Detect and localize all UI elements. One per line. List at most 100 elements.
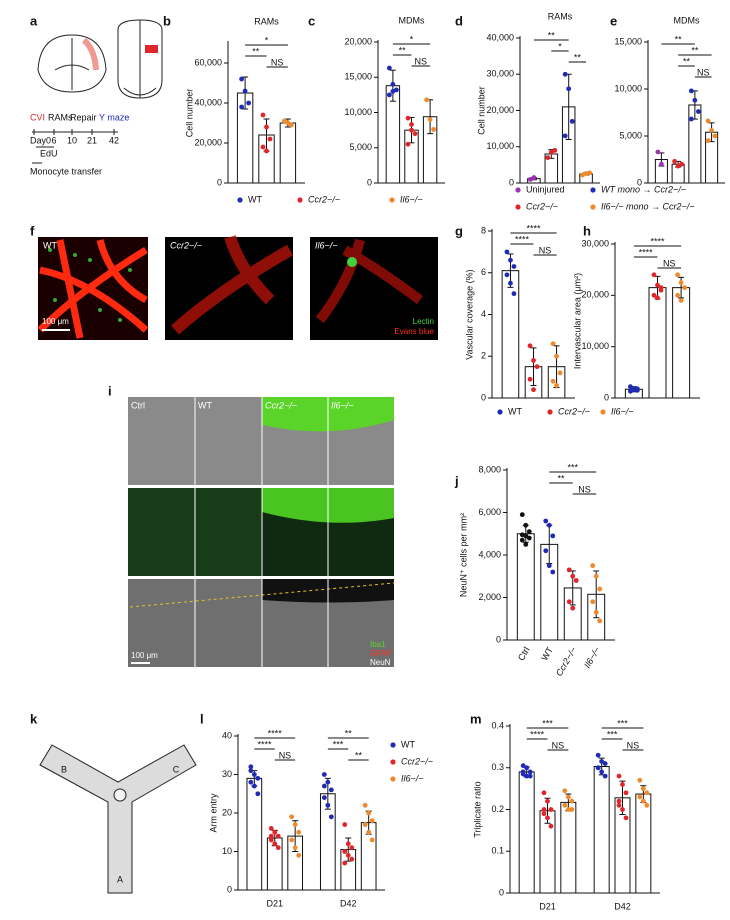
legend-label: Ccr2−/− bbox=[558, 406, 590, 416]
significance-label: NS bbox=[271, 57, 284, 67]
data-point bbox=[554, 383, 559, 388]
day-label: 21 bbox=[87, 135, 97, 145]
data-point bbox=[321, 772, 327, 777]
legend-label: WT bbox=[401, 739, 415, 749]
data-point bbox=[640, 798, 646, 804]
data-point bbox=[682, 285, 688, 291]
legend-label: Ccr2−/− bbox=[308, 194, 340, 204]
significance-label: *** bbox=[567, 462, 578, 472]
tissue-images bbox=[128, 397, 395, 667]
y-tick-label: 4 bbox=[481, 309, 486, 319]
data-point bbox=[566, 86, 572, 92]
significance-label: ** bbox=[691, 45, 699, 55]
significance-label: ** bbox=[683, 56, 691, 66]
data-point bbox=[597, 586, 603, 592]
data-point bbox=[264, 148, 269, 154]
data-point bbox=[688, 116, 694, 122]
data-point bbox=[255, 775, 261, 781]
significance-label: ** bbox=[355, 750, 363, 760]
data-point bbox=[640, 786, 646, 792]
data-point bbox=[272, 841, 278, 847]
data-point bbox=[523, 533, 529, 539]
data-point bbox=[409, 122, 414, 127]
data-point bbox=[593, 573, 599, 579]
y-tick-label: 10 bbox=[222, 846, 232, 856]
y-tick-label: 20,000 bbox=[486, 105, 514, 115]
stain-label: GFAP bbox=[370, 649, 391, 658]
bar bbox=[635, 793, 652, 894]
data-point bbox=[260, 112, 266, 118]
data-point bbox=[546, 563, 552, 569]
legend-marker bbox=[390, 742, 396, 748]
significance-label: *** bbox=[333, 739, 344, 749]
data-point bbox=[255, 791, 261, 797]
data-point bbox=[264, 124, 269, 130]
y-tick-label: 0 bbox=[499, 887, 504, 897]
arm-label: C bbox=[173, 764, 180, 774]
data-point bbox=[616, 798, 622, 804]
data-point bbox=[566, 567, 572, 573]
bar bbox=[516, 533, 535, 641]
data-point bbox=[242, 88, 248, 94]
panel-letter: e bbox=[610, 13, 617, 28]
image-label: WT bbox=[198, 400, 212, 410]
legend-marker bbox=[389, 197, 395, 203]
data-point bbox=[620, 807, 625, 812]
data-point bbox=[637, 777, 643, 783]
data-point bbox=[531, 175, 537, 180]
data-point bbox=[599, 769, 605, 775]
legend-label: WT bbox=[508, 406, 522, 416]
data-point bbox=[562, 788, 568, 794]
data-point bbox=[705, 138, 711, 144]
data-point bbox=[248, 764, 254, 770]
data-point bbox=[524, 765, 530, 771]
data-point bbox=[328, 814, 334, 820]
significance-label: ** bbox=[252, 46, 260, 56]
y-tick-label: 8,000 bbox=[478, 464, 501, 474]
panel-letter: b bbox=[163, 13, 171, 28]
y-axis-label: Cell number bbox=[184, 89, 194, 138]
data-point bbox=[644, 790, 650, 796]
y-tick-label: 0 bbox=[367, 177, 372, 187]
timeline-label: RAMs bbox=[48, 112, 73, 122]
data-point bbox=[709, 127, 715, 133]
data-point bbox=[678, 280, 684, 285]
data-point bbox=[712, 133, 718, 139]
y-axis-label: Intervascular area (μm²) bbox=[572, 273, 582, 369]
data-point bbox=[573, 578, 579, 583]
data-point bbox=[545, 798, 550, 804]
data-point bbox=[546, 522, 552, 528]
stain-label: Iba1 bbox=[370, 640, 386, 649]
significance-label: **** bbox=[530, 729, 545, 739]
legend-marker bbox=[600, 409, 606, 415]
y-axis-label: Cell number bbox=[476, 86, 486, 135]
scale-label: 100 μm bbox=[42, 317, 69, 326]
y-tick-label: 5,000 bbox=[349, 142, 372, 152]
x-tick-label: D21 bbox=[266, 898, 283, 908]
y-tick-label: 20,000 bbox=[344, 36, 372, 46]
arm-label: A bbox=[117, 874, 123, 884]
data-point bbox=[321, 783, 327, 789]
data-point bbox=[569, 807, 575, 812]
y-tick-label: 4,000 bbox=[478, 549, 501, 559]
y-tick-label: 15,000 bbox=[614, 36, 642, 46]
data-point bbox=[541, 811, 547, 817]
data-point bbox=[342, 860, 348, 866]
data-point bbox=[288, 122, 294, 128]
data-point bbox=[289, 814, 295, 820]
panel-letter: g bbox=[455, 223, 463, 238]
legend-label: Il6−/− mono → Ccr2−/− bbox=[601, 201, 695, 211]
y-tick-label: 6,000 bbox=[478, 507, 501, 517]
data-point bbox=[296, 852, 302, 858]
significance-label: ** bbox=[675, 34, 683, 44]
data-point bbox=[548, 807, 554, 812]
significance-label: NS bbox=[539, 245, 552, 255]
legend-label: Il6−/− bbox=[400, 194, 423, 204]
data-point bbox=[655, 149, 661, 155]
y-axis-label: Arm entry bbox=[208, 793, 218, 833]
data-point bbox=[634, 386, 640, 392]
data-point bbox=[362, 802, 368, 808]
y-tick-label: 10,000 bbox=[614, 83, 642, 93]
data-point bbox=[534, 364, 540, 370]
data-point bbox=[590, 599, 596, 605]
